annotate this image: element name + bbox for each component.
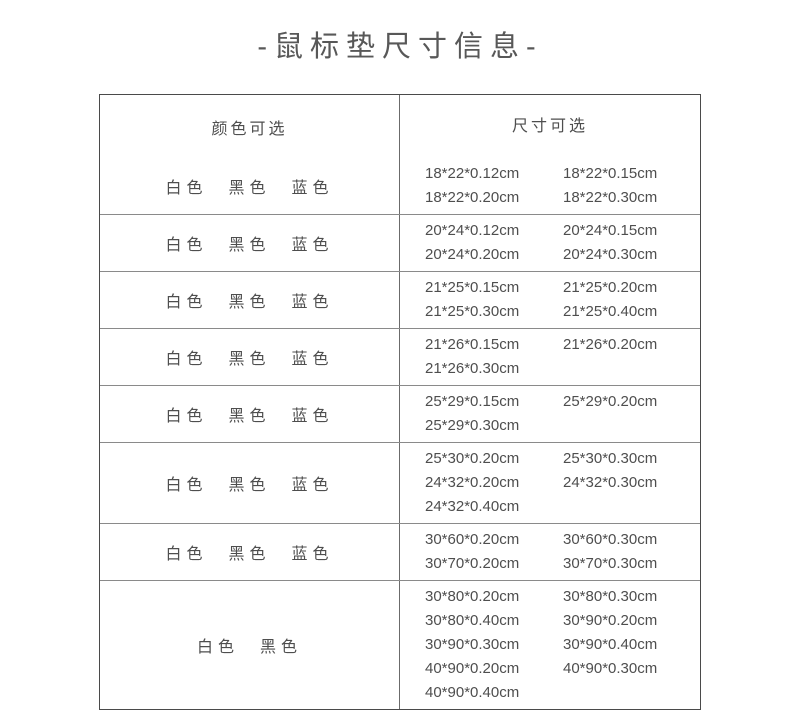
color-option: 黑色 bbox=[228, 408, 271, 425]
colors-cell: 白色 黑色 蓝色 bbox=[100, 386, 400, 442]
color-option: 蓝色 bbox=[291, 546, 334, 563]
table-body: 白色 黑色 蓝色 18*22*0.12cm 18*22*0.15cm 18*22*0.20… bbox=[100, 158, 700, 709]
size-option: 30*90*0.40cm bbox=[563, 636, 658, 653]
color-option: 白色 bbox=[196, 639, 239, 656]
color-option: 白色 bbox=[165, 546, 208, 563]
sizes-cell: 25*29*0.15cm 25*29*0.20cm 25*29*0.30cm bbox=[400, 386, 700, 442]
colors-cell: 白色 黑色 bbox=[100, 581, 400, 709]
size-option: 20*24*0.30cm bbox=[563, 246, 658, 263]
size-option: 30*80*0.20cm bbox=[425, 588, 520, 605]
color-option: 黑色 bbox=[228, 546, 271, 563]
sizes-cell: 21*25*0.15cm 21*25*0.20cm 21*25*0.30cm 21*2… bbox=[400, 272, 700, 328]
size-option: 30*70*0.20cm bbox=[425, 555, 520, 572]
sizes-column-header: 尺寸可选 bbox=[511, 117, 588, 135]
size-option: 25*29*0.20cm bbox=[563, 393, 658, 410]
color-option: 黑色 bbox=[260, 639, 303, 656]
size-option: 24*32*0.40cm bbox=[425, 498, 520, 515]
colors-cell: 白色 黑色 蓝色 bbox=[100, 215, 400, 271]
size-option: 30*90*0.20cm bbox=[563, 612, 658, 629]
sizes-cell: 20*24*0.12cm 20*24*0.15cm 20*24*0.20cm 20*2… bbox=[400, 215, 700, 271]
color-option: 黑色 bbox=[228, 477, 271, 494]
size-option: 20*24*0.20cm bbox=[425, 246, 520, 263]
sizes-cell: 18*22*0.12cm 18*22*0.15cm 18*22*0.20cm 18*2… bbox=[400, 158, 700, 214]
size-option: 30*70*0.30cm bbox=[563, 555, 658, 572]
size-option: 21*26*0.30cm bbox=[425, 360, 520, 377]
size-option: 21*25*0.40cm bbox=[563, 303, 658, 320]
table-row: 白色 黑色 蓝色 25*30*0.20cm 25*30*0.30cm 24*32*0.20… bbox=[100, 442, 700, 523]
size-option: 21*26*0.20cm bbox=[563, 336, 658, 353]
color-option: 蓝色 bbox=[291, 294, 334, 311]
colors-cell: 白色 黑色 蓝色 bbox=[100, 524, 400, 580]
size-option: 24*32*0.30cm bbox=[563, 474, 658, 491]
sizes-cell: 21*26*0.15cm 21*26*0.20cm 21*26*0.30cm bbox=[400, 329, 700, 385]
color-option: 白色 bbox=[165, 351, 208, 368]
size-option: 30*60*0.20cm bbox=[425, 531, 520, 548]
size-option: 18*22*0.12cm bbox=[425, 165, 520, 182]
table-row: 白色 黑色 30*80*0.20cm 30*80*0.30cm 30*80*0.40cm… bbox=[100, 580, 700, 709]
color-option: 蓝色 bbox=[291, 351, 334, 368]
size-option: 30*90*0.30cm bbox=[425, 636, 520, 653]
size-option: 21*25*0.30cm bbox=[425, 303, 520, 320]
size-option: 24*32*0.20cm bbox=[425, 474, 520, 491]
color-option: 白色 bbox=[165, 180, 208, 197]
size-option: 25*29*0.15cm bbox=[425, 393, 520, 410]
size-option: 40*90*0.30cm bbox=[563, 660, 658, 677]
size-option: 30*60*0.30cm bbox=[563, 531, 658, 548]
size-option: 18*22*0.30cm bbox=[563, 189, 658, 206]
size-option: 40*90*0.20cm bbox=[425, 660, 520, 677]
page-title: -鼠标垫尺寸信息- bbox=[257, 31, 543, 63]
size-spec-table: 颜色可选 尺寸可选 白色 黑色 蓝色 18*22*0.12cm 18*22*0.15cm… bbox=[99, 94, 701, 710]
color-option: 白色 bbox=[165, 294, 208, 311]
size-option: 30*80*0.40cm bbox=[425, 612, 520, 629]
colors-cell: 白色 黑色 蓝色 bbox=[100, 158, 400, 214]
size-option: 40*90*0.40cm bbox=[425, 684, 520, 701]
table-row: 白色 黑色 蓝色 25*29*0.15cm 25*29*0.20cm 25*29*0.30… bbox=[100, 385, 700, 442]
colors-cell: 白色 黑色 蓝色 bbox=[100, 329, 400, 385]
sizes-cell: 30*80*0.20cm 30*80*0.30cm 30*80*0.40cm 30*9… bbox=[400, 581, 700, 709]
table-header-row: 颜色可选 尺寸可选 bbox=[100, 95, 700, 158]
colors-cell: 白色 黑色 蓝色 bbox=[100, 443, 400, 523]
size-option: 18*22*0.20cm bbox=[425, 189, 520, 206]
colors-cell: 白色 黑色 蓝色 bbox=[100, 272, 400, 328]
color-option: 黑色 bbox=[228, 180, 271, 197]
size-option: 25*29*0.30cm bbox=[425, 417, 520, 434]
table-row: 白色 黑色 蓝色 21*25*0.15cm 21*25*0.20cm 21*25*0.30… bbox=[100, 271, 700, 328]
color-option: 蓝色 bbox=[291, 237, 334, 254]
size-option: 21*25*0.15cm bbox=[425, 279, 520, 296]
color-option: 蓝色 bbox=[291, 477, 334, 494]
table-row: 白色 黑色 蓝色 21*26*0.15cm 21*26*0.20cm 21*26*0.30… bbox=[100, 328, 700, 385]
color-option: 黑色 bbox=[228, 237, 271, 254]
size-option: 18*22*0.15cm bbox=[563, 165, 658, 182]
color-option: 蓝色 bbox=[291, 180, 334, 197]
color-option: 黑色 bbox=[228, 294, 271, 311]
table-row: 白色 黑色 蓝色 30*60*0.20cm 30*60*0.30cm 30*70*0.20… bbox=[100, 523, 700, 580]
color-option: 白色 bbox=[165, 408, 208, 425]
table-row: 白色 黑色 蓝色 20*24*0.12cm 20*24*0.15cm 20*24*0.20… bbox=[100, 214, 700, 271]
sizes-cell: 25*30*0.20cm 25*30*0.30cm 24*32*0.20cm 24*3… bbox=[400, 443, 700, 523]
size-option: 20*24*0.15cm bbox=[563, 222, 658, 239]
color-option: 黑色 bbox=[228, 351, 271, 368]
color-option: 蓝色 bbox=[291, 408, 334, 425]
size-option: 25*30*0.30cm bbox=[563, 450, 658, 467]
table-row: 白色 黑色 蓝色 18*22*0.12cm 18*22*0.15cm 18*22*0.20… bbox=[100, 158, 700, 214]
size-option: 25*30*0.20cm bbox=[425, 450, 520, 467]
size-option: 30*80*0.30cm bbox=[563, 588, 658, 605]
size-option: 21*25*0.20cm bbox=[563, 279, 658, 296]
size-option: 21*26*0.15cm bbox=[425, 336, 520, 353]
sizes-cell: 30*60*0.20cm 30*60*0.30cm 30*70*0.20cm 30*7… bbox=[400, 524, 700, 580]
color-option: 白色 bbox=[165, 477, 208, 494]
colors-column-header: 颜色可选 bbox=[100, 95, 400, 158]
color-option: 白色 bbox=[165, 237, 208, 254]
size-option: 20*24*0.12cm bbox=[425, 222, 520, 239]
